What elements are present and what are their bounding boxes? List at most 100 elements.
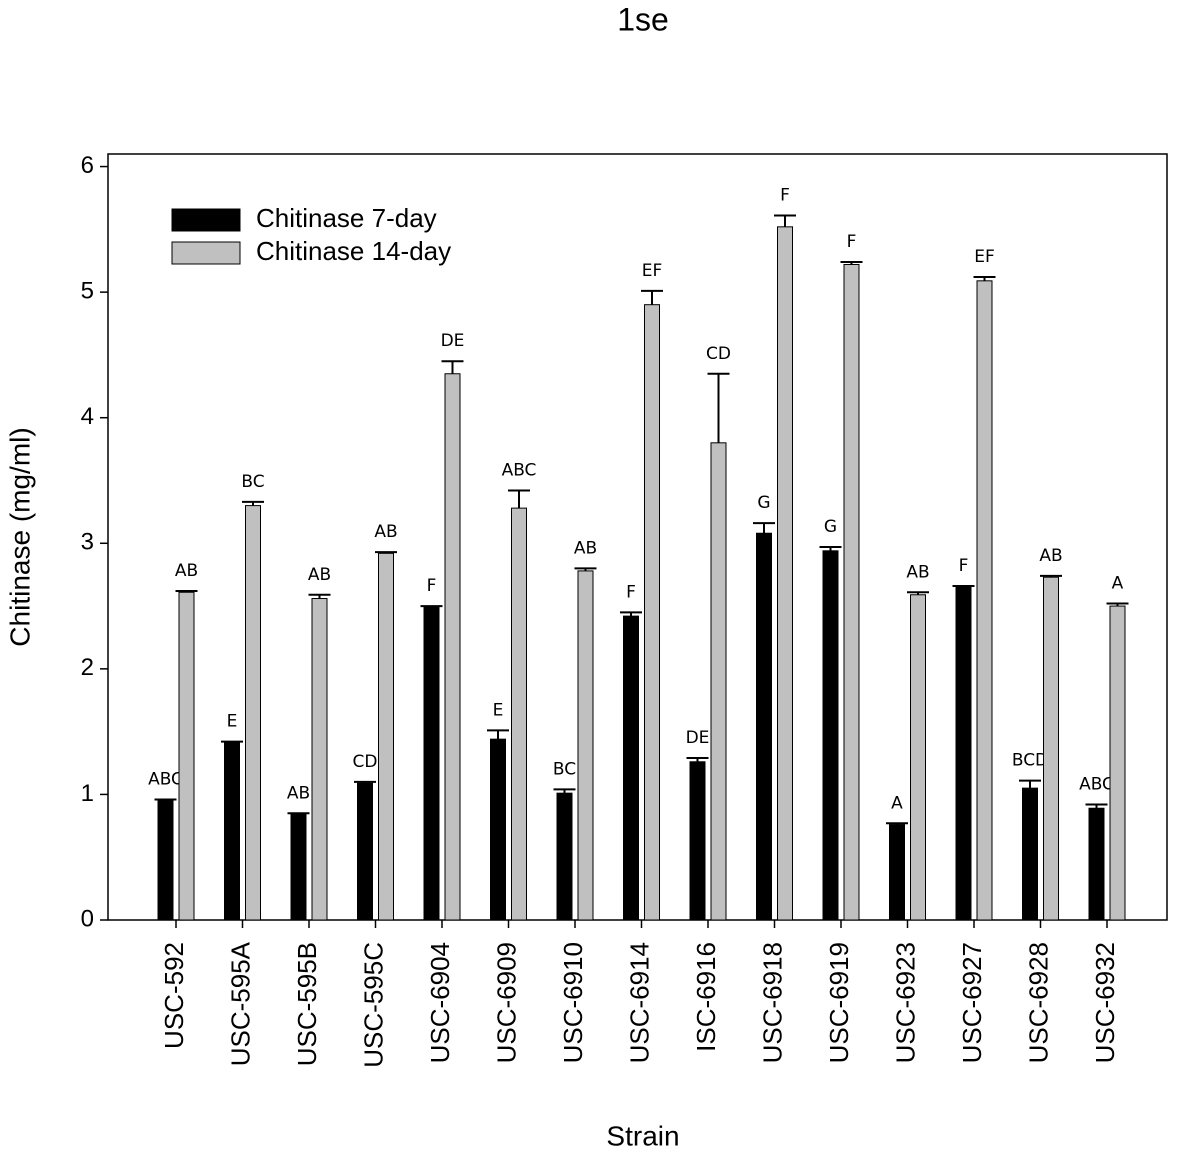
bar [1088,807,1105,921]
error-bar [287,812,310,815]
legend-label: Chitinase 14-day [256,236,451,266]
bar [756,532,772,921]
error-bar [553,788,576,794]
bar [511,507,527,921]
error-bar [1040,574,1062,578]
bar [357,782,373,921]
legend-swatch [171,208,241,232]
y-tick-label: 5 [81,277,94,304]
error-bar [973,276,996,281]
x-tick-label: USC-592 [159,942,189,1049]
bar [290,814,307,921]
bar [444,373,461,921]
error-bar [574,567,597,571]
significance-letter: ABC [148,769,183,789]
y-tick-label: 0 [81,905,94,932]
significance-letter: EF [642,261,663,281]
error-bar [774,214,796,227]
significance-letter: BC [241,472,264,492]
x-tick-label: USC-6909 [491,942,521,1063]
significance-letter: G [824,517,837,537]
significance-letter: E [227,712,238,732]
x-tick-label: USC-6914 [624,942,654,1063]
bar [889,824,905,921]
x-tick-label: USC-6918 [757,942,787,1063]
x-tick-label: USC-6927 [957,942,987,1063]
significance-letter: F [847,232,857,252]
error-bar [487,729,509,740]
significance-letter: A [891,793,903,813]
significance-letter: G [757,493,770,513]
error-bar [242,500,264,506]
x-tick-label: USC-595A [225,941,255,1066]
error-bar [1019,779,1041,789]
significance-letter: CD [706,344,731,364]
bar [955,586,972,921]
bar [157,800,174,921]
bar [178,591,195,921]
x-tick-label: USC-6904 [425,942,455,1063]
error-bar [1106,602,1129,607]
significance-letter: AB [287,783,310,803]
error-bar [354,780,376,784]
error-bar [840,260,863,265]
x-axis-label: Strain [606,1120,679,1151]
significance-letter: A [1112,574,1124,594]
significance-letter: EF [974,247,995,267]
bar [1022,787,1038,921]
error-bar [154,798,177,801]
significance-letter: AB [175,561,198,581]
error-bar [641,289,663,305]
error-bar [420,605,443,608]
error-bar [952,584,975,588]
bar [689,761,706,921]
bar [976,280,993,921]
x-tick-label: USC-595B [292,942,322,1066]
x-tick-label: USC-595C [358,942,388,1068]
significance-letter: DE [441,331,465,351]
error-bar [375,551,397,554]
bar [378,552,394,921]
x-tick-label: USC-6919 [824,942,854,1063]
bar [577,570,594,921]
significance-letter: ABC [502,461,537,481]
significance-letter: ABC [1079,774,1114,794]
significance-letter: DE [686,728,710,748]
error-bar [620,611,642,617]
y-axis-label: Chitinase (mg/ml) [4,427,35,646]
bar [556,792,573,921]
bar [490,738,506,921]
y-tick-label: 3 [81,529,94,556]
x-tick-label: ISC-6916 [691,942,721,1052]
bar [822,550,839,921]
error-bar [819,546,842,551]
chart-title: 1se [617,1,669,37]
significance-letter: F [626,582,636,602]
bar [423,606,440,921]
bar [843,264,860,921]
bar [245,505,261,921]
significance-letter: BC [553,759,576,779]
error-bar [753,522,775,534]
x-tick-label: USC-6910 [558,942,588,1063]
bar [311,598,328,921]
significance-letter: E [493,700,504,720]
x-tick-label: USC-6932 [1090,942,1120,1063]
error-bar [686,757,709,762]
error-bar [886,822,908,825]
legend-label: Chitinase 7-day [256,203,437,233]
y-tick-label: 1 [81,780,94,807]
bar [623,615,639,921]
bar [910,594,926,921]
significance-letter: F [959,556,969,576]
error-bar [1085,803,1108,809]
x-tick-label: USC-6923 [890,942,920,1063]
bar [777,226,793,921]
error-bar [508,489,530,509]
significance-letter: AB [906,562,929,582]
bar [1043,576,1059,921]
error-bar [308,593,331,599]
error-bar [707,372,730,443]
significance-letter: BCD [1012,751,1048,771]
